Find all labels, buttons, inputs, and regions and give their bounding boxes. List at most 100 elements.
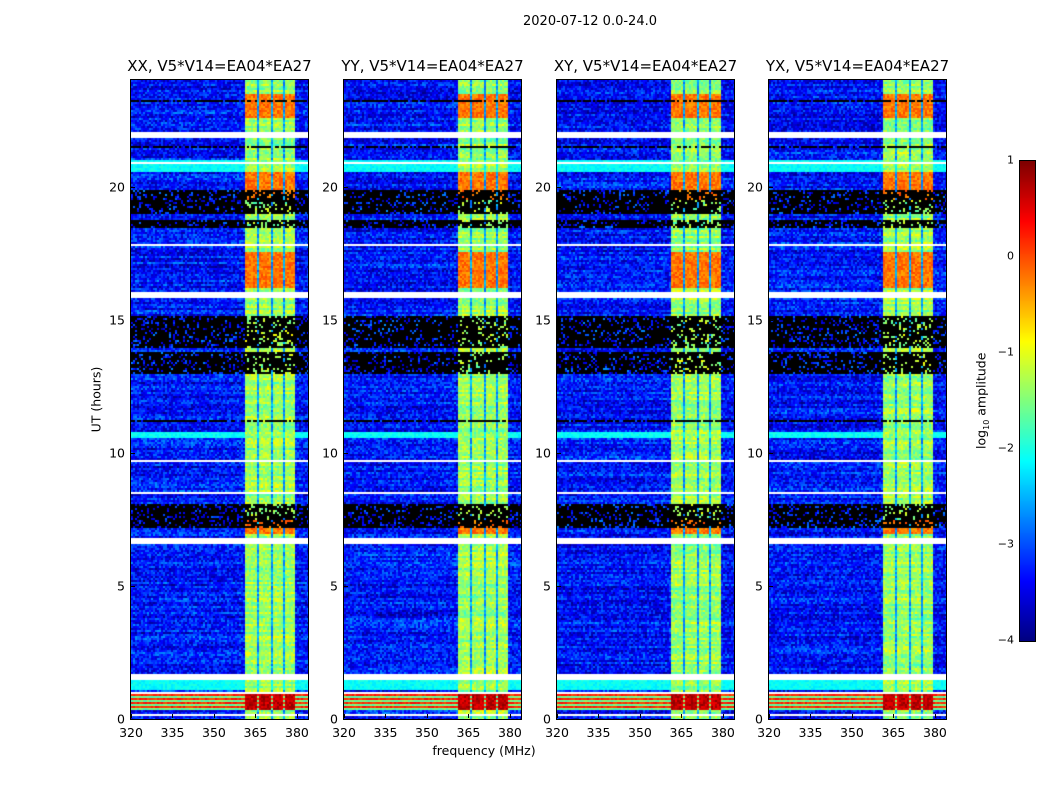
x-tick-mark [769, 714, 770, 718]
y-tick-mark [769, 585, 773, 587]
heatmap-image [557, 80, 734, 719]
y-tick-mark [131, 719, 135, 720]
panel-title: XY, V5*V14=EA04*EA27 [553, 57, 738, 75]
x-tick-label: 350 [202, 725, 226, 740]
x-tick-mark [213, 714, 215, 718]
y-tick-mark [344, 719, 348, 720]
waterfall-panel: YY, V5*V14=EA04*EA27 0 5 10 15 20 320 335 350 365… [322, 57, 524, 740]
waterfall-panel: XY, V5*V14=EA04*EA27 0 5 10 15 20 320 335 350 365… [535, 57, 737, 740]
y-tick-mark [557, 719, 561, 720]
y-tick-label: 15 [747, 312, 763, 328]
y-tick-mark [344, 452, 348, 454]
panel-title: XX, V5*V14=EA04*EA27 [127, 57, 312, 75]
y-tick-mark [769, 719, 773, 720]
y-tick-label: 0 [755, 711, 763, 727]
x-tick-mark [810, 714, 812, 718]
x-tick-label: 320 [545, 725, 569, 740]
x-tick-label: 365 [881, 725, 906, 740]
y-tick-mark [557, 452, 561, 454]
x-tick-label: 320 [119, 725, 143, 740]
waterfall-panel: YX, V5*V14=EA04*EA27 0 5 10 15 20 320 335 350 365… [747, 57, 949, 740]
colorbar-label: log10 amplitude [973, 352, 991, 449]
y-tick-label: 15 [109, 312, 125, 328]
x-tick-mark [557, 714, 558, 718]
y-tick-label: 5 [543, 578, 551, 594]
x-tick-label: 380 [285, 725, 309, 740]
y-tick-mark [344, 186, 348, 188]
x-tick-label: 365 [243, 725, 268, 740]
x-tick-mark [385, 714, 387, 718]
panel-title: YY, V5*V14=EA04*EA27 [341, 57, 524, 75]
colorbar-tick-label: −4 [997, 633, 1014, 647]
x-tick-label: 320 [332, 725, 356, 740]
x-tick-label: 335 [798, 725, 823, 740]
panel-title: YX, V5*V14=EA04*EA27 [765, 57, 950, 75]
y-tick-mark [131, 319, 135, 321]
y-tick-label: 5 [755, 578, 763, 594]
y-tick-mark [131, 585, 135, 587]
y-tick-mark [344, 585, 348, 587]
x-tick-mark [468, 714, 470, 718]
y-tick-mark [769, 319, 773, 321]
x-tick-mark [509, 714, 511, 718]
x-tick-mark [722, 714, 724, 718]
waterfall-panel: XX, V5*V14=EA04*EA27 0 5 10 15 20 320 335 350 365… [109, 57, 312, 740]
y-tick-mark [557, 585, 561, 587]
x-tick-label: 380 [923, 725, 947, 740]
y-tick-label: 5 [330, 578, 338, 594]
colorbar-tick-label: −2 [997, 441, 1014, 455]
x-tick-mark [598, 714, 600, 718]
y-tick-label: 15 [535, 312, 551, 328]
y-tick-label: 20 [322, 179, 338, 194]
heatmap-image [344, 80, 521, 719]
x-tick-mark [172, 714, 174, 718]
colorbar-tick-label: 0 [1007, 249, 1014, 263]
x-tick-label: 335 [160, 725, 185, 740]
x-tick-label: 380 [498, 725, 522, 740]
figure-title: 2020-07-12 0.0-24.0 [523, 14, 657, 29]
x-tick-mark [934, 714, 936, 718]
heatmap-image [769, 80, 946, 719]
y-tick-label: 10 [747, 445, 763, 461]
y-tick-label: 10 [109, 445, 125, 461]
y-tick-label: 0 [330, 711, 338, 727]
y-tick-mark [344, 319, 348, 321]
x-tick-mark [426, 714, 428, 718]
x-tick-label: 365 [456, 725, 481, 740]
y-axis-label: UT (hours) [88, 366, 104, 433]
x-tick-mark [255, 714, 257, 718]
x-tick-mark [893, 714, 895, 718]
x-tick-mark [131, 714, 132, 718]
y-tick-mark [769, 186, 773, 188]
x-tick-label: 350 [628, 725, 652, 740]
colorbar-tick-label: 1 [1007, 153, 1014, 167]
colorbar-tick-label: −3 [997, 537, 1014, 551]
y-tick-mark [131, 186, 135, 188]
colorbar [1019, 160, 1036, 642]
x-tick-label: 365 [669, 725, 694, 740]
y-tick-label: 20 [109, 179, 125, 194]
y-tick-mark [769, 452, 773, 454]
y-tick-label: 20 [747, 179, 763, 194]
x-axis-label: frequency (MHz) [432, 743, 536, 758]
x-tick-mark [344, 714, 345, 718]
y-tick-mark [131, 452, 135, 454]
x-tick-label: 380 [711, 725, 735, 740]
y-tick-mark [557, 319, 561, 321]
x-tick-label: 350 [840, 725, 864, 740]
x-tick-mark [639, 714, 641, 718]
x-tick-mark [851, 714, 853, 718]
y-tick-label: 0 [543, 711, 551, 727]
x-tick-mark [681, 714, 683, 718]
y-tick-label: 10 [322, 445, 338, 461]
x-tick-label: 320 [757, 725, 781, 740]
colorbar-tick-label: −1 [997, 345, 1014, 359]
x-tick-label: 350 [415, 725, 439, 740]
x-tick-label: 335 [586, 725, 611, 740]
y-tick-label: 15 [322, 312, 338, 328]
y-tick-label: 10 [535, 445, 551, 461]
x-tick-mark [296, 714, 298, 718]
y-tick-label: 5 [117, 578, 125, 594]
heatmap-image [131, 80, 308, 719]
y-tick-mark [557, 186, 561, 188]
